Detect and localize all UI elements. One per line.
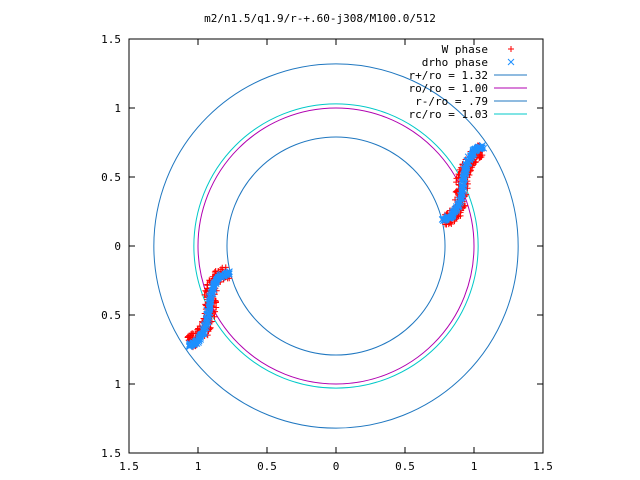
series-1-point <box>184 334 191 341</box>
circle-3 <box>226 136 446 356</box>
series-1-point <box>464 180 471 187</box>
reference-circles <box>153 63 519 429</box>
y-tick-label: 1.5 <box>101 447 121 460</box>
axis-ticks: 1.5 1 0.5 0 0.5 1 1.51.510.500.511.5 <box>101 33 553 473</box>
series-2-point <box>480 144 488 152</box>
series-1-point <box>213 304 220 311</box>
legend-swatch <box>507 58 515 66</box>
y-tick-label: 1 <box>114 378 121 391</box>
series-1-point <box>448 220 455 227</box>
series-1-point <box>202 287 209 294</box>
scatter-series <box>184 142 488 351</box>
legend-swatch <box>508 46 514 52</box>
x-tick-label: 0.5 <box>257 460 277 473</box>
series-1-point <box>203 288 210 295</box>
chart-title: m2/n1.5/q1.9/r-+.60-j308/M100.0/512 <box>204 12 436 25</box>
y-tick-label: 1 <box>114 102 121 115</box>
y-tick-label: 0 <box>114 240 121 253</box>
y-tick-label: 0.5 <box>101 309 121 322</box>
y-tick-label: 0.5 <box>101 171 121 184</box>
circle-1 <box>153 63 519 429</box>
legend-label: W phase <box>442 43 488 56</box>
series-2-point <box>478 144 486 152</box>
x-tick-label: 1 <box>195 460 202 473</box>
series-2-point <box>185 342 193 349</box>
circle-2 <box>197 107 475 385</box>
x-tick-label: 1 <box>471 460 478 473</box>
series-1-point <box>201 291 208 298</box>
series-2-point <box>185 343 193 351</box>
series-2-point <box>186 340 193 348</box>
x-tick-label: 0 <box>333 460 340 473</box>
x-tick-label: 1.5 <box>119 460 139 473</box>
x-tick-label: 1.5 <box>533 460 553 473</box>
legend-label: r+/ro = 1.32 <box>409 69 488 82</box>
y-tick-label: 1.5 <box>101 33 121 46</box>
legend-label: rc/ro = 1.03 <box>409 108 488 121</box>
x-tick-label: 0.5 <box>395 460 415 473</box>
series-1-point <box>473 158 480 165</box>
circle-4 <box>193 103 479 389</box>
series-2-point <box>458 184 466 192</box>
legend-label: r-/ro = .79 <box>415 95 488 108</box>
legend-label: ro/ro = 1.00 <box>409 82 488 95</box>
legend-label: drho phase <box>422 56 488 69</box>
